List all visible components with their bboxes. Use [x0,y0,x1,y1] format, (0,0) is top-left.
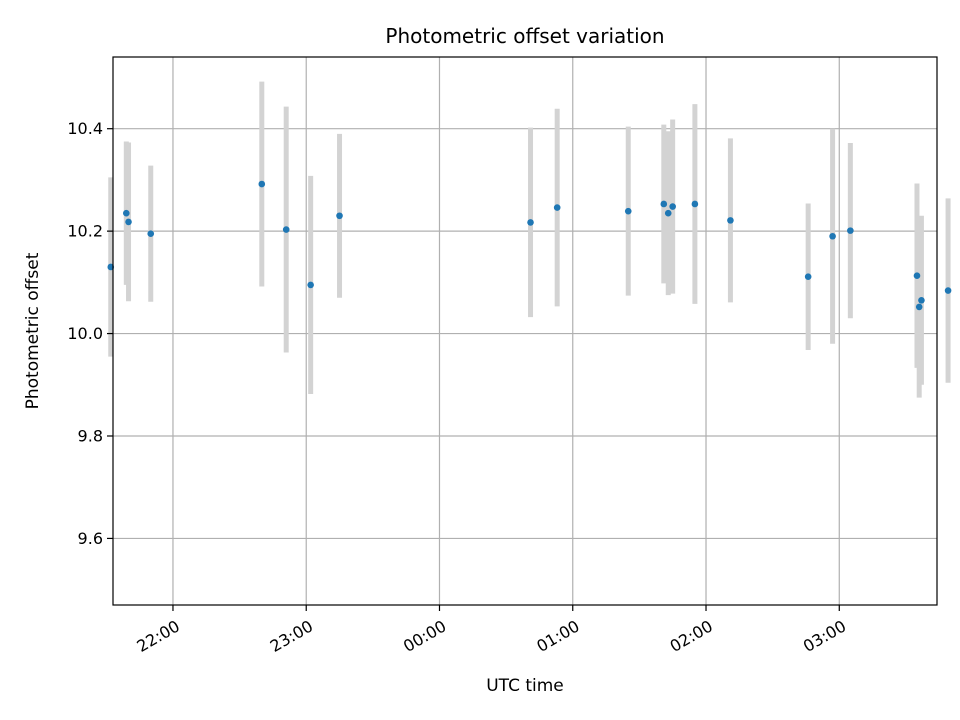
y-axis-label: Photometric offset [23,252,43,409]
y-tick-label: 10.2 [67,222,103,241]
y-tick-label: 9.8 [78,426,103,445]
data-point [258,180,266,188]
data-point [669,203,676,210]
data-point [123,209,130,217]
data-point [282,226,290,233]
data-point [664,209,672,217]
data-point [125,218,132,226]
y-tick-label: 10.4 [67,119,103,138]
data-point [527,219,534,226]
data-point [944,287,952,294]
data-point [913,272,921,279]
data-point [847,227,854,234]
plot-frame [112,56,938,606]
data-point [624,207,632,215]
data-point [553,204,561,211]
data-point [915,303,923,311]
data-point [918,296,925,304]
x-axis-label: UTC time [486,676,564,696]
grid-lines [113,57,937,605]
data-point [147,230,155,237]
data-point [660,200,668,208]
data-point [691,200,699,208]
y-tick-label: 9.6 [78,529,103,548]
data-point [307,281,314,289]
data-points [107,180,952,311]
y-tick-label: 10.0 [67,324,103,343]
data-point [829,232,836,240]
data-point [727,217,734,224]
chart-title: Photometric offset variation [385,24,664,48]
data-point [804,273,812,281]
data-point [336,212,343,220]
